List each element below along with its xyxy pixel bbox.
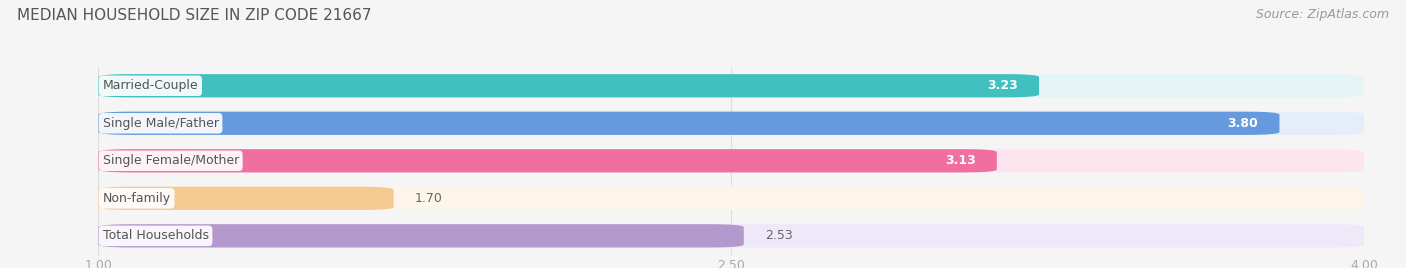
Text: Non-family: Non-family [103,192,170,205]
FancyBboxPatch shape [98,224,744,247]
FancyBboxPatch shape [98,149,997,172]
Text: 2.53: 2.53 [765,229,793,242]
FancyBboxPatch shape [98,74,1039,97]
FancyBboxPatch shape [98,224,1364,247]
Text: Source: ZipAtlas.com: Source: ZipAtlas.com [1256,8,1389,21]
Text: Total Households: Total Households [103,229,208,242]
Text: MEDIAN HOUSEHOLD SIZE IN ZIP CODE 21667: MEDIAN HOUSEHOLD SIZE IN ZIP CODE 21667 [17,8,371,23]
FancyBboxPatch shape [98,187,1364,210]
Text: Single Male/Father: Single Male/Father [103,117,219,130]
FancyBboxPatch shape [98,74,1364,97]
Text: Married-Couple: Married-Couple [103,79,198,92]
Text: 3.23: 3.23 [987,79,1018,92]
Text: 1.70: 1.70 [415,192,443,205]
FancyBboxPatch shape [98,149,1364,172]
Text: Single Female/Mother: Single Female/Mother [103,154,239,167]
FancyBboxPatch shape [98,187,394,210]
FancyBboxPatch shape [98,112,1364,135]
Text: 3.13: 3.13 [945,154,976,167]
FancyBboxPatch shape [98,112,1279,135]
Text: 3.80: 3.80 [1227,117,1258,130]
